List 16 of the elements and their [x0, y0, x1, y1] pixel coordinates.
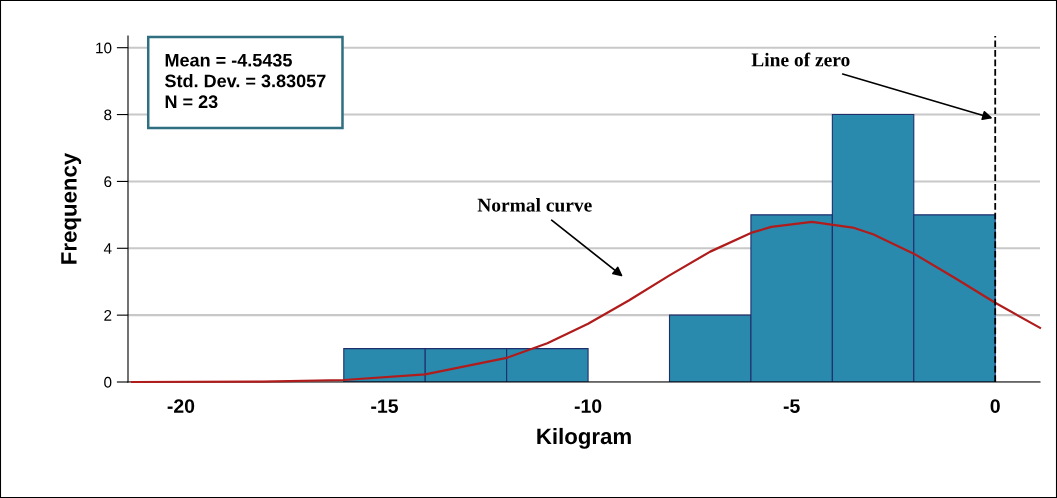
- x-tick-label: -10: [574, 399, 602, 413]
- y-tick-label: 0: [104, 376, 112, 388]
- y-tick-label: 4: [103, 243, 112, 254]
- ref-line-label: Line of zero: [751, 52, 850, 67]
- annotation: Mean = -4.5435 Std. Dev. = 3.83057 N = 23: [165, 53, 326, 109]
- x-tick-label: 0: [990, 399, 1000, 413]
- y-tick-label: 10: [96, 42, 112, 54]
- y-tick-label: 2: [104, 310, 112, 321]
- y-tick-label: 8: [104, 109, 112, 121]
- annotation: Normal curve: [477, 198, 592, 212]
- x-tick-label: -20: [167, 399, 195, 413]
- x-tick-label: -15: [371, 399, 399, 413]
- x-tick-label: -5: [783, 399, 800, 413]
- x-axis-title: Kilogram: [537, 427, 631, 449]
- y-axis-title: Frequency: [61, 152, 82, 264]
- y-tick-label: 6: [104, 176, 112, 188]
